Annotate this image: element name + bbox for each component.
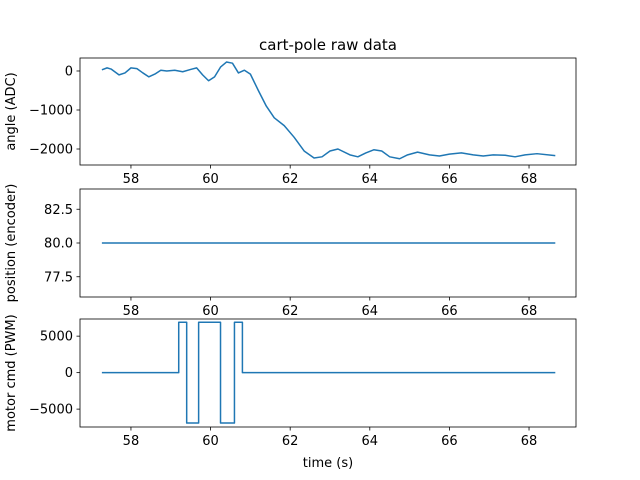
data-line <box>101 321 556 424</box>
x-tick-label: 62 <box>282 172 299 187</box>
x-tick-label: 60 <box>202 434 219 449</box>
y-tick-label: 80.0 <box>44 237 73 252</box>
x-tick-label: 68 <box>521 304 538 319</box>
x-tick-label: 64 <box>362 434 379 449</box>
x-tick-label: 58 <box>123 172 140 187</box>
x-tick-label: 58 <box>123 434 140 449</box>
x-tick-label: 68 <box>521 434 538 449</box>
x-tick-label: 62 <box>282 434 299 449</box>
y-tick-label: −2000 <box>29 143 73 158</box>
x-tick-label: 62 <box>282 304 299 319</box>
x-tick-label: 66 <box>441 172 458 187</box>
x-tick-label: 66 <box>441 434 458 449</box>
y-tick-label: −5000 <box>29 403 73 418</box>
x-tick-label: 64 <box>362 304 379 319</box>
chart-title: cart-pole raw data <box>259 36 397 54</box>
x-tick-label: 58 <box>123 304 140 319</box>
x-axis-label: time (s) <box>303 456 353 471</box>
y-tick-label: −1000 <box>29 103 73 118</box>
y-tick-label: 0 <box>65 366 73 381</box>
y-axis-label: angle (ADC) <box>4 72 19 150</box>
x-tick-label: 68 <box>521 172 538 187</box>
y-tick-label: 82.5 <box>44 203 73 218</box>
y-axis-label: motor cmd (PWM) <box>4 314 19 431</box>
y-axis-label: position (encoder) <box>4 184 19 303</box>
y-tick-label: 5000 <box>40 330 73 345</box>
data-line <box>101 61 556 160</box>
y-tick-label: 0 <box>65 64 73 79</box>
x-tick-label: 60 <box>202 304 219 319</box>
x-tick-label: 64 <box>362 172 379 187</box>
y-tick-label: 77.5 <box>44 270 73 285</box>
x-tick-label: 60 <box>202 172 219 187</box>
axes-frame <box>79 57 577 166</box>
x-tick-label: 66 <box>441 304 458 319</box>
